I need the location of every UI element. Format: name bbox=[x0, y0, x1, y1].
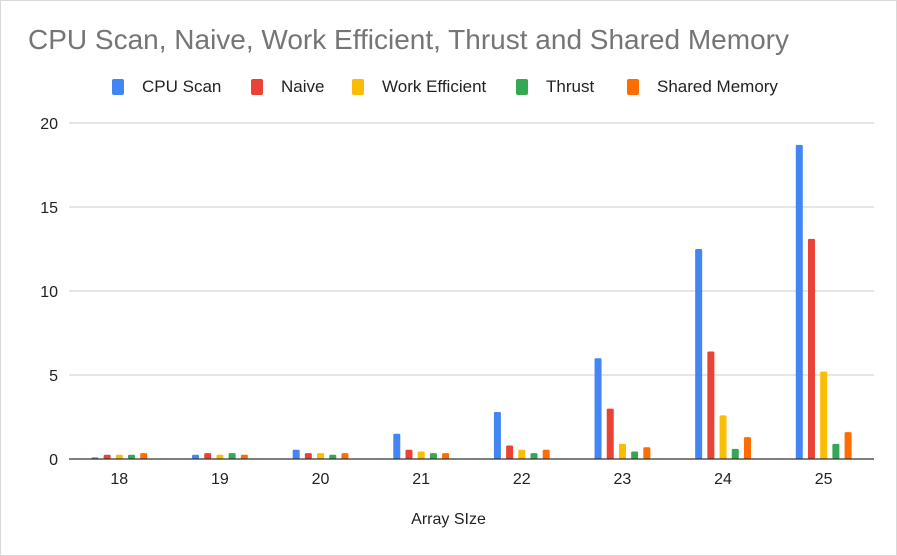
y-tick-label: 5 bbox=[49, 368, 58, 385]
bar bbox=[140, 453, 148, 459]
legend-swatch bbox=[112, 79, 124, 95]
bar bbox=[417, 451, 425, 459]
x-tick-label: 19 bbox=[211, 471, 229, 488]
bar bbox=[393, 433, 401, 459]
x-tick-label: 23 bbox=[614, 471, 632, 488]
legend-label: Naive bbox=[281, 77, 325, 96]
y-tick-label: 20 bbox=[40, 116, 58, 133]
legend-item-shared-memory: Shared Memory bbox=[627, 76, 778, 98]
legend-swatch bbox=[516, 79, 528, 95]
x-tick-label: 18 bbox=[110, 471, 128, 488]
bar bbox=[807, 238, 815, 459]
bar bbox=[631, 451, 639, 459]
bar bbox=[216, 454, 224, 459]
legend-swatch bbox=[352, 79, 364, 95]
bar bbox=[820, 371, 828, 459]
bar bbox=[329, 454, 337, 459]
bar bbox=[192, 454, 200, 459]
bar bbox=[594, 358, 602, 459]
bar bbox=[493, 411, 501, 459]
bar bbox=[606, 408, 614, 459]
bar bbox=[429, 453, 437, 459]
bar bbox=[128, 454, 136, 459]
legend: CPU Scan Naive Work Efficient Thrust Sha… bbox=[0, 76, 897, 98]
legend-label: Shared Memory bbox=[657, 77, 778, 96]
bar bbox=[832, 443, 840, 459]
y-tick-label: 10 bbox=[40, 284, 58, 301]
legend-label: Thrust bbox=[546, 77, 595, 96]
x-axis-title: Array SIze bbox=[411, 511, 486, 528]
bar bbox=[719, 415, 727, 459]
legend-swatch bbox=[627, 79, 639, 95]
bar bbox=[707, 351, 715, 459]
chart-title: CPU Scan, Naive, Work Efficient, Thrust … bbox=[28, 24, 789, 55]
x-tick-label: 25 bbox=[815, 471, 833, 488]
legend-item-cpu-scan: CPU Scan bbox=[112, 76, 221, 98]
bar bbox=[240, 454, 248, 459]
legend-label: CPU Scan bbox=[142, 77, 222, 96]
bar bbox=[542, 449, 550, 459]
legend-swatch bbox=[251, 79, 263, 95]
bar bbox=[743, 437, 751, 459]
legend-label: Work Efficient bbox=[382, 77, 487, 96]
bar bbox=[292, 449, 300, 459]
x-tick-label: 21 bbox=[412, 471, 430, 488]
bar bbox=[228, 453, 236, 459]
bar bbox=[731, 448, 739, 459]
legend-item-work-efficient: Work Efficient bbox=[352, 76, 486, 98]
legend-item-thrust: Thrust bbox=[516, 76, 594, 98]
bar bbox=[304, 453, 312, 459]
bar bbox=[317, 453, 325, 459]
bar bbox=[506, 445, 514, 459]
bar bbox=[618, 443, 626, 459]
y-tick-label: 0 bbox=[49, 452, 58, 469]
x-tick-label: 24 bbox=[714, 471, 732, 488]
bar bbox=[115, 454, 123, 459]
bar bbox=[341, 453, 349, 459]
bar bbox=[518, 449, 526, 459]
x-tick-label: 20 bbox=[312, 471, 330, 488]
bar bbox=[405, 449, 413, 459]
bar bbox=[695, 249, 703, 459]
bar bbox=[442, 453, 450, 459]
x-tick-label: 22 bbox=[513, 471, 531, 488]
bar bbox=[103, 454, 111, 459]
y-tick-label: 15 bbox=[40, 200, 58, 217]
bar bbox=[844, 432, 852, 459]
bar bbox=[530, 453, 538, 459]
bar bbox=[643, 447, 651, 459]
bar bbox=[795, 144, 803, 459]
bar bbox=[204, 453, 212, 459]
legend-item-naive: Naive bbox=[251, 76, 324, 98]
